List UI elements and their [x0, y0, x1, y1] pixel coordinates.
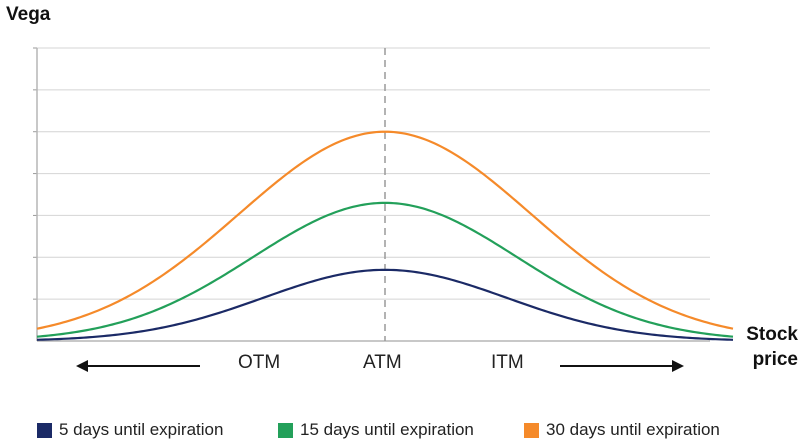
legend-item-30-days: 30 days until expiration [524, 420, 720, 440]
y-axis-title: Vega [6, 4, 51, 25]
zone-label-atm: ATM [363, 352, 402, 373]
legend-swatch [278, 422, 293, 438]
otm-arrow [76, 360, 200, 372]
legend-item-5-days: 5 days until expiration [37, 420, 223, 440]
series-line-0 [36, 268, 734, 341]
series-line-2 [36, 130, 734, 330]
series-line-1 [36, 201, 734, 338]
legend-swatch [37, 422, 52, 438]
legend-label: 15 days until expiration [300, 420, 474, 439]
legend-item-15-days: 15 days until expiration [278, 420, 474, 440]
legend-label: 5 days until expiration [59, 420, 224, 439]
legend: 5 days until expiration 15 days until ex… [0, 420, 800, 442]
x-axis-title: Stock price [718, 322, 798, 372]
legend-label: 30 days until expiration [546, 420, 720, 439]
series-lines [36, 130, 734, 341]
legend-swatch [524, 422, 539, 438]
zone-label-otm: OTM [238, 352, 281, 373]
x-axis-title-line1: Stock [746, 324, 798, 345]
gridlines [33, 47, 710, 300]
x-axis-title-line2: price [752, 349, 798, 370]
zone-label-itm: ITM [491, 352, 524, 373]
itm-arrow [560, 360, 684, 372]
